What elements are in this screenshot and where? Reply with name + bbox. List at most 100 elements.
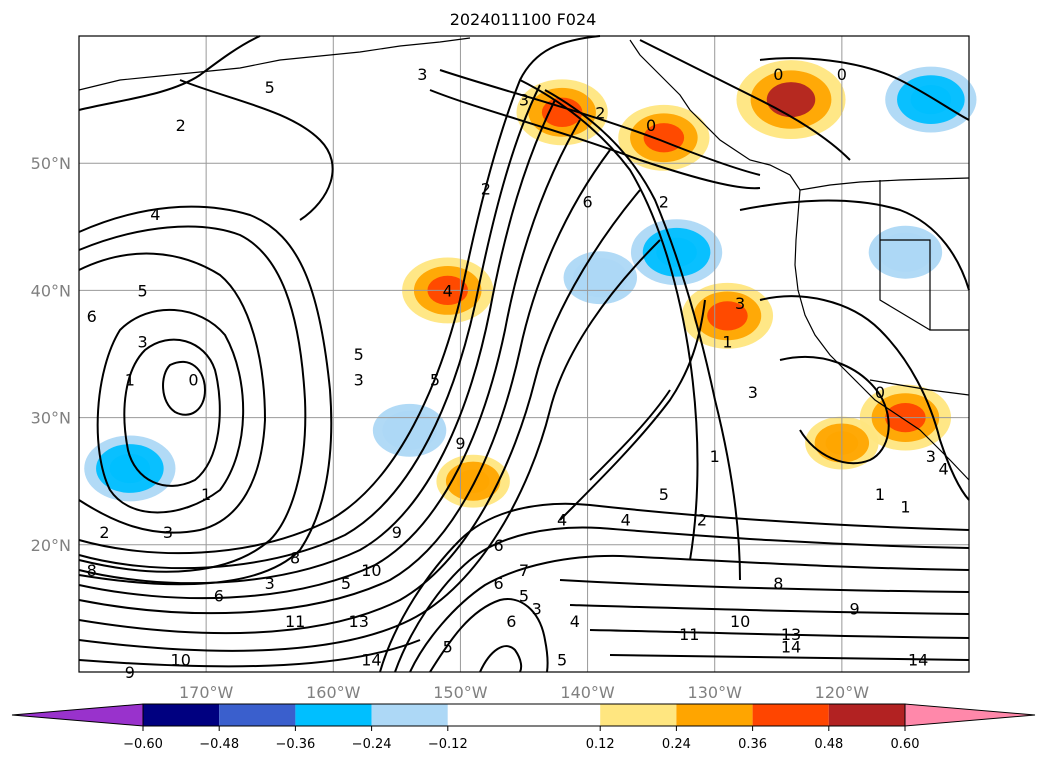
contour-label: 4 [150, 205, 160, 224]
contour-label: 6 [87, 307, 97, 326]
contour-line [78, 149, 611, 615]
contour-label: 0 [875, 383, 885, 402]
plot-frame [78, 35, 970, 673]
colorbar-segment [371, 704, 448, 726]
contour-label: 11 [679, 625, 699, 644]
colorbar-tick-label: 0.24 [662, 737, 691, 752]
shaded-region [393, 418, 426, 443]
contour-label: 8 [290, 549, 300, 568]
contour-label: 14 [908, 650, 928, 669]
contour-label: 1 [900, 498, 910, 517]
longitude-tick-label: 140°W [560, 683, 615, 702]
contour-label: 4 [443, 281, 453, 300]
contour-line [379, 502, 970, 673]
latitude-tick-label: 50°N [31, 154, 71, 173]
contour-lines [78, 35, 970, 673]
contour-line [429, 598, 549, 673]
contour-label: 5 [659, 485, 669, 504]
contour-label: 6 [493, 574, 503, 593]
contour-line [78, 35, 261, 111]
contour-label: 7 [519, 561, 529, 580]
contour-line [439, 69, 761, 176]
contour-label: 3 [926, 447, 936, 466]
contour-label: 1 [125, 370, 135, 389]
colorbar-segment [447, 704, 601, 726]
colorbar-tick-label: 0.36 [738, 737, 767, 752]
contour-line [559, 579, 970, 593]
contour-label: 2 [659, 192, 669, 211]
longitude-tick-label: 130°W [688, 683, 743, 702]
shaded-region [109, 453, 151, 484]
colorbar-segment [600, 704, 677, 726]
contour-label: 2 [99, 523, 109, 542]
colorbar-tick-label: −0.24 [352, 737, 392, 752]
contour-label: 4 [938, 459, 948, 478]
coastline-west-coast [794, 189, 970, 481]
contour-label: 5 [557, 650, 567, 669]
colorbar-segment [143, 704, 220, 726]
contour-line [78, 239, 661, 652]
contour-line [78, 84, 541, 570]
contour-label: 13 [781, 625, 801, 644]
contour-label: 5 [341, 574, 351, 593]
colorbar: −0.60 −0.48 −0.36 −0.24 −0.12 0.12 0.24 0.36 0.4… [11, 703, 1036, 752]
contour-label: 3 [354, 370, 364, 389]
contour-label: 2 [176, 116, 186, 135]
shaded-region [656, 237, 697, 267]
contour-label: 14 [361, 650, 381, 669]
colorbar-extend-max [904, 703, 1036, 727]
colorbar-tick-label: −0.12 [428, 737, 468, 752]
contour-label: 5 [443, 638, 453, 657]
colorbar-tick-label: −0.48 [199, 737, 239, 752]
contour-line [162, 360, 207, 416]
colorbar-tick-label: 0.60 [891, 737, 920, 752]
contour-label: 1 [710, 447, 720, 466]
colorbar-segment [752, 704, 829, 726]
coastline-gulf-of-alaska [629, 39, 801, 191]
contour-label: 3 [519, 91, 529, 110]
contour-label: 11 [285, 612, 305, 631]
contour-line [429, 89, 761, 190]
contour-line [559, 299, 706, 521]
contour-label: 2 [595, 103, 605, 122]
contour-line [78, 252, 267, 534]
contour-label: 3 [163, 523, 173, 542]
contour-label: 4 [621, 510, 631, 529]
contour-label: 9 [455, 434, 465, 453]
contour-label: 2 [697, 510, 707, 529]
contour-label: 9 [392, 523, 402, 542]
contour-line [759, 295, 970, 501]
contour-label: 3 [532, 599, 542, 618]
contour-label: 8 [773, 574, 783, 593]
colorbar-extend-min [11, 703, 144, 727]
latitude-tick-labels: 20°N 30°N 40°N 50°N [31, 154, 71, 555]
colorbar-tick-label: −0.36 [275, 737, 315, 752]
contour-label: 3 [748, 383, 758, 402]
contour-label: 3 [417, 65, 427, 84]
coastline-alaska [78, 37, 471, 91]
contour-label: 4 [557, 510, 567, 529]
colorbar-segment [676, 704, 753, 726]
contour-line [739, 199, 970, 291]
contour-line [779, 355, 890, 465]
state-borders [879, 180, 969, 331]
contour-line [78, 119, 581, 600]
contour-label: 4 [570, 612, 580, 631]
contour-label: 5 [137, 281, 147, 300]
shaded-region [583, 265, 617, 290]
latitude-tick-label: 20°N [31, 536, 71, 555]
border-us-mexico [869, 379, 970, 396]
contour-label: 3 [265, 574, 275, 593]
longitude-tick-label: 120°W [815, 683, 870, 702]
chart-title: 2024011100 F024 [450, 10, 597, 29]
coastlines [78, 37, 970, 481]
contour-line [123, 338, 221, 487]
contour-label: 13 [349, 612, 369, 631]
contour-label: 5 [265, 78, 275, 97]
shaded-region [707, 301, 748, 331]
contour-line [759, 57, 970, 121]
shaded-region [766, 82, 816, 118]
contour-line [409, 554, 970, 673]
